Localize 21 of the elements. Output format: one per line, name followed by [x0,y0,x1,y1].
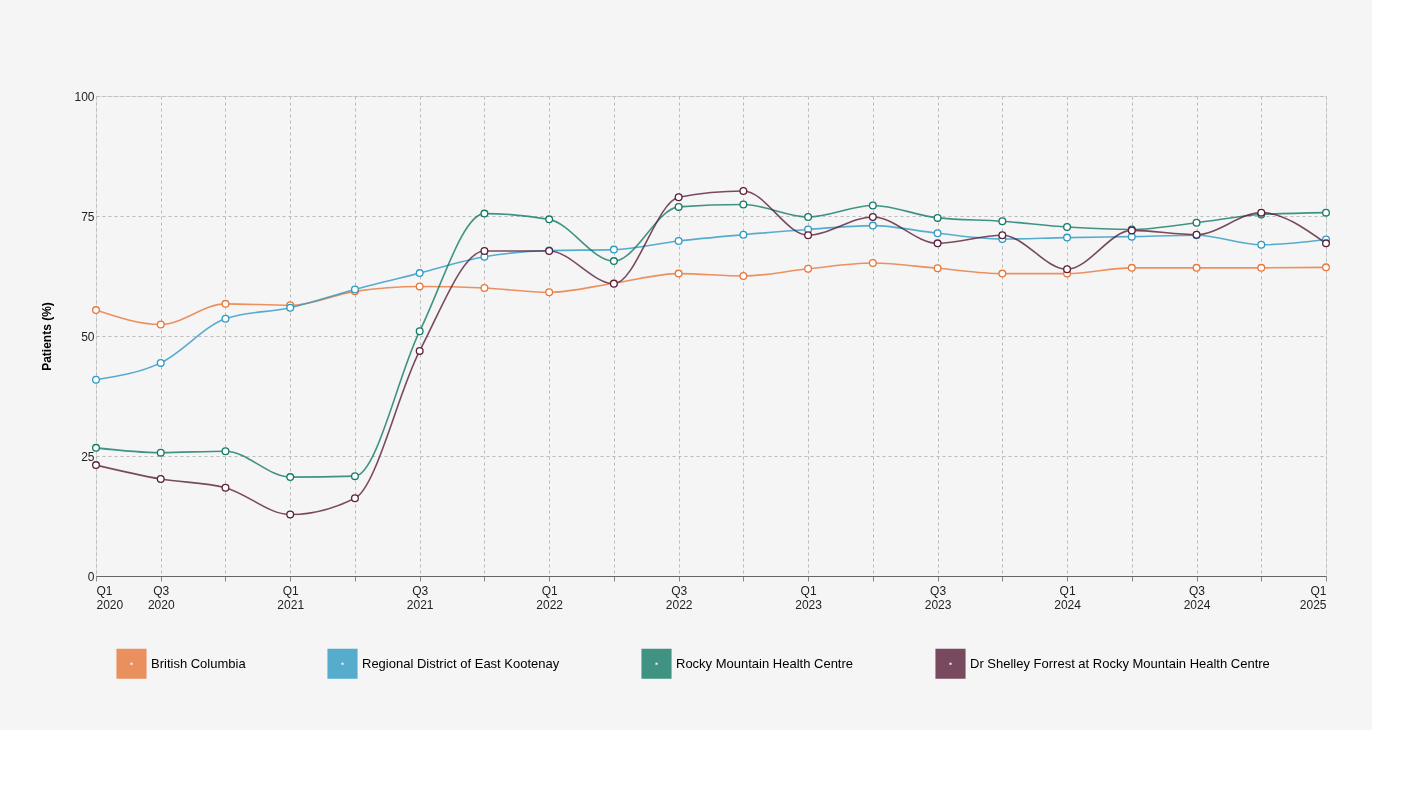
y-tick-label: 0 [87,569,95,584]
legend-label: Regional District of East Kootenay [362,655,560,671]
x-tick-label: Q3 2022 [665,583,693,612]
x-tick-label: Q3 2024 [1183,583,1211,612]
x-tick-label: Q1 2021 [277,583,305,612]
x-tick-label: Q1 2024 [1054,583,1082,612]
x-tick-label: Q1 2022 [536,583,564,612]
x-tick-label: Q3 2020 [147,583,175,612]
y-tick-label: 75 [81,209,95,224]
y-tick-label: 50 [81,329,95,344]
legend-label: Rocky Mountain Health Centre [676,655,854,671]
legend-label: Dr Shelley Forrest at Rocky Mountain Health Centre [970,655,1270,671]
y-tick-label: 25 [81,449,95,464]
x-tick-label: Q1 2023 [795,583,823,612]
x-tick-label: Q3 2021 [406,583,434,612]
x-tick-label: Q1 2025 [1299,583,1327,612]
y-axis-title: Patients (%) [40,302,55,371]
x-tick-label: Q1 2020 [96,583,124,612]
legend-label: British Columbia [151,655,247,671]
y-tick-label: 100 [74,89,95,104]
x-tick-label: Q3 2023 [924,583,952,612]
